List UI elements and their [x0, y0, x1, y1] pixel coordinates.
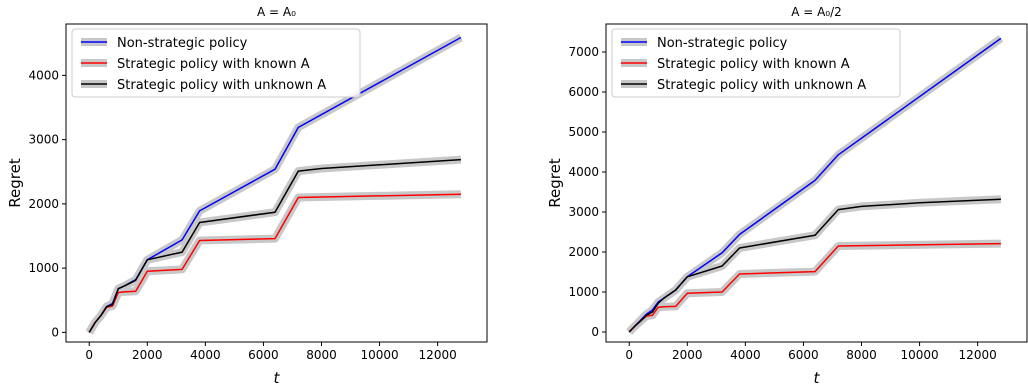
chart-panels: 0 2000 4000 6000 8000 10000 120000100020003000…: [6, 5, 1028, 387]
x-tick-label: 10000: [360, 348, 398, 362]
x-axis-label: t: [274, 369, 281, 387]
y-tick-label: 2000: [28, 197, 59, 211]
y-tick-label: 1000: [568, 285, 599, 299]
x-tick-label: 4000: [730, 348, 761, 362]
x-axis-label: t: [814, 369, 821, 387]
series-line-3: [628, 198, 1001, 333]
chart-panel-2: 0 2000 4000 6000 8000 10000 12000 0 1000 2000 3000…: [546, 5, 1028, 387]
y-tick-label: 4000: [568, 165, 599, 179]
legend: Non-strategic policy Strategic policy wit…: [611, 28, 901, 98]
y-tick-label: 7000: [568, 45, 599, 59]
x-tick-label: 12000: [959, 348, 997, 362]
x-tick-label: 8000: [846, 348, 877, 362]
y-tick-label: 2000: [568, 245, 599, 259]
x-tick-label: 6000: [248, 348, 279, 362]
x-tick-label: 2000: [672, 348, 703, 362]
y-tick-label: 0: [51, 325, 59, 339]
legend-entry-label: Strategic policy with known A: [117, 57, 310, 72]
series-group: [85, 33, 463, 335]
y-axis-label: Regret: [6, 158, 24, 208]
x-tick-label: 12000: [419, 348, 457, 362]
series-line-3: [88, 158, 461, 333]
y-tick-label: 4000: [28, 68, 59, 82]
axes-frame: [65, 23, 488, 343]
legend: Non-strategic policy Strategic policy wit…: [71, 28, 361, 98]
legend-entry-label: Strategic policy with unknown A: [657, 78, 866, 93]
legend-entry-label: Strategic policy with known A: [657, 57, 850, 72]
legend-entry-label: Non-strategic policy: [117, 36, 248, 51]
y-axis-label: Regret: [546, 158, 564, 208]
legend-entry-label: Strategic policy with unknown A: [117, 78, 326, 93]
y-tick-label: 5000: [568, 125, 599, 139]
y-tick-label: 6000: [568, 85, 599, 99]
chart-panel-1: 0 2000 4000 6000 8000 10000 12000 0 1000 2000 3000…: [6, 5, 488, 387]
y-tick-label: 3000: [28, 133, 59, 147]
x-tick-label: 0: [85, 348, 93, 362]
y-tick-label: 0: [591, 325, 599, 339]
legend-entry-label: Non-strategic policy: [657, 36, 788, 51]
y-tick-label: 3000: [568, 205, 599, 219]
chart-title: A = A₀/2: [791, 5, 842, 19]
legend-box: [71, 28, 361, 98]
axes-frame: [605, 23, 1028, 343]
x-tick-label: 10000: [900, 348, 938, 362]
x-tick-label: 0: [625, 348, 633, 362]
x-tick-label: 2000: [132, 348, 163, 362]
y-tick-label: 1000: [28, 261, 59, 275]
x-tick-label: 6000: [788, 348, 819, 362]
x-tick-label: 8000: [306, 348, 337, 362]
chart-title: A = A₀: [257, 5, 296, 19]
legend-box: [611, 28, 901, 98]
series-group: [626, 35, 1004, 335]
x-tick-label: 4000: [190, 348, 221, 362]
